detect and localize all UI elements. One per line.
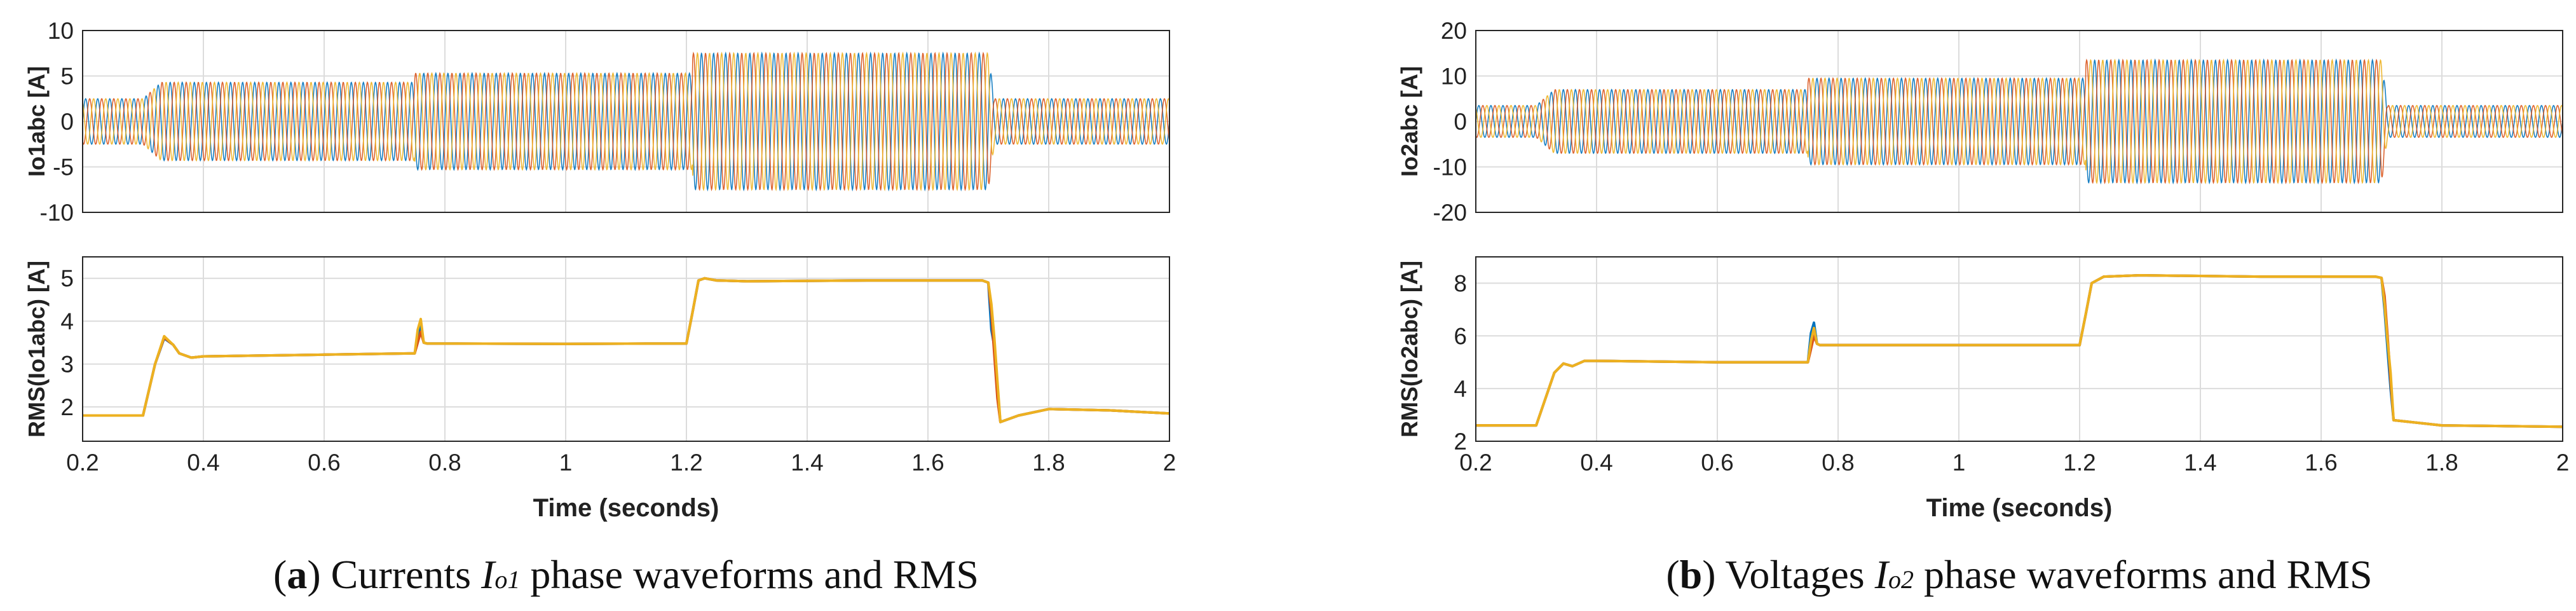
x-tick-label: 0.2 (1459, 450, 1492, 476)
caption-b-prefix: Voltages (1725, 552, 1874, 597)
series-line-phase-c (82, 51, 1170, 191)
x-tick-label: 1.2 (2063, 450, 2096, 476)
axes-frame (1475, 30, 2563, 213)
series-line-phase-b (82, 51, 1170, 191)
caption-a-symbol: I (480, 552, 496, 597)
plot-area (82, 256, 1170, 442)
axes-frame (1475, 256, 2563, 442)
y-tick-label: -10 (1433, 154, 1467, 181)
caption-b-suffix: phase waveforms and RMS (1914, 552, 2373, 597)
y-tick-label: 0 (60, 109, 74, 135)
series-line-phase-a (82, 51, 1170, 192)
y-tick-label: 2 (60, 394, 74, 420)
x-tick-label: 0.2 (66, 450, 99, 476)
panel-a-waveform: 10 5 0 -5 -10 Io1abc [A] (24, 18, 1170, 226)
y-axis-label: Io1abc [A] (24, 66, 50, 177)
y-tick-label: 5 (60, 266, 74, 292)
caption-b: (b) Voltages Io2 phase waveforms and RMS (1666, 552, 2372, 597)
y-tick-label: 6 (1454, 323, 1467, 349)
y-tick-label: 3 (60, 352, 74, 378)
x-tick-label: 0.4 (187, 450, 219, 476)
axes-frame (82, 256, 1170, 442)
x-tick-label: 1 (559, 450, 573, 476)
y-tick-label: 10 (48, 18, 74, 44)
plot-area (1475, 256, 2563, 442)
series-line-phase-c (1475, 58, 2563, 184)
x-tick-label: 0.6 (1701, 450, 1733, 476)
x-tick-label: 1.8 (1032, 450, 1065, 476)
x-tick-label: 1.8 (2425, 450, 2458, 476)
y-tick-label: 4 (60, 308, 74, 334)
y-tick-label: 0 (1454, 109, 1467, 135)
series-line-phase-c (1476, 274, 2563, 429)
x-tick-label: 1.4 (791, 450, 823, 476)
y-tick-label: -5 (53, 154, 74, 181)
y-tick-label: 20 (1441, 18, 1467, 44)
y-tick-label: 4 (1454, 376, 1467, 402)
y-tick-label: 2 (1454, 429, 1467, 455)
caption-a: (a) Currents Io1 phase waveforms and RMS (273, 552, 979, 597)
y-tick-label: -10 (40, 200, 74, 226)
x-tick-label: 1 (1952, 450, 1966, 476)
caption-b-symbol: I (1874, 552, 1890, 597)
x-tick-label: 1.2 (670, 450, 702, 476)
x-tick-label: 1.6 (911, 450, 944, 476)
x-tick-label: 0.4 (1580, 450, 1612, 476)
x-tick-label: 0.6 (308, 450, 340, 476)
y-tick-label: 8 (1454, 270, 1467, 296)
y-axis-label: RMS(Io1abc) [A] (24, 261, 50, 437)
x-axis-label: Time (seconds) (533, 494, 719, 522)
y-axis-label: RMS(Io2abc) [A] (1396, 261, 1422, 437)
panel-a-rms: 5 4 3 2 0.2 0.4 0.6 0.8 1 1.2 1.4 1.6 1.8 2 RMS(Io1ab… (24, 256, 1176, 522)
y-tick-label: 5 (60, 64, 74, 90)
x-tick-label: 2 (2556, 450, 2570, 476)
caption-b-letter: b (1680, 552, 1703, 597)
caption-a-prefix: Currents (331, 552, 481, 597)
x-axis-label: Time (seconds) (1926, 494, 2113, 522)
y-axis-label: Io2abc [A] (1396, 66, 1422, 177)
x-tick-label: 1.6 (2305, 450, 2337, 476)
caption-a-letter: a (287, 552, 307, 597)
series-line-phase-c (83, 277, 1170, 423)
caption-a-sub: o1 (494, 565, 520, 594)
series-line-phase-a (1475, 58, 2563, 185)
x-tick-label: 1.4 (2184, 450, 2216, 476)
panel-b-waveform: 20 10 0 -10 -20 Io2abc [A] (1396, 18, 2563, 226)
x-tick-label: 2 (1163, 450, 1176, 476)
x-tick-label: 0.8 (428, 450, 461, 476)
y-tick-label: 10 (1441, 64, 1467, 90)
series-line-phase-b (1475, 58, 2563, 184)
y-tick-label: -20 (1433, 200, 1467, 226)
axes-frame (82, 30, 1170, 213)
caption-b-sub: o2 (1888, 565, 1914, 594)
caption-a-suffix: phase waveforms and RMS (520, 552, 979, 597)
x-tick-label: 0.8 (1822, 450, 1854, 476)
